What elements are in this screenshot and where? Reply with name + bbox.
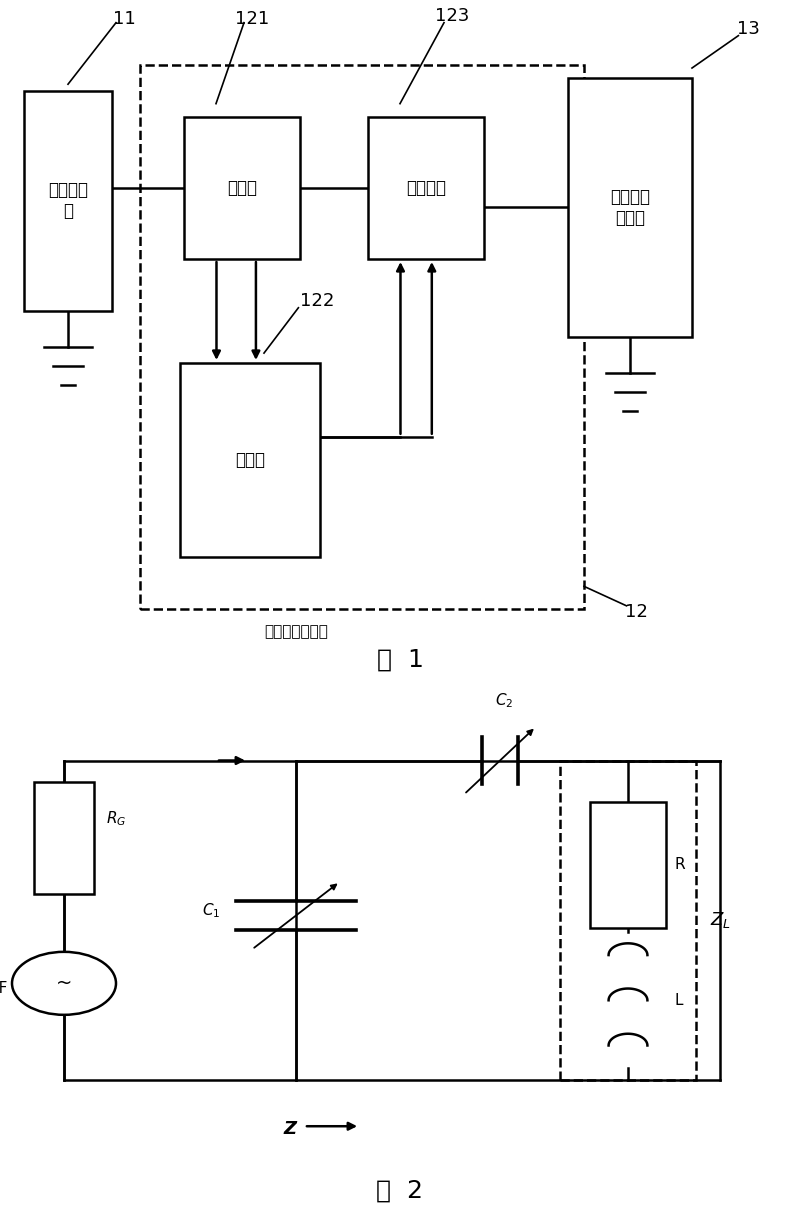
Text: RF: RF	[0, 981, 8, 995]
Bar	[368, 116, 484, 259]
Text: 图  2: 图 2	[377, 1178, 423, 1203]
Bar	[24, 91, 112, 311]
Text: 121: 121	[235, 11, 269, 28]
Bar	[34, 782, 94, 894]
Bar	[184, 116, 300, 259]
Text: $C_1$: $C_1$	[202, 901, 220, 920]
Circle shape	[12, 952, 116, 1015]
Text: 12: 12	[625, 603, 647, 621]
Text: ~: ~	[56, 974, 72, 993]
Text: 射频发生
器: 射频发生 器	[48, 182, 88, 220]
Bar	[180, 363, 320, 557]
Text: 执行机构: 执行机构	[406, 179, 446, 197]
Bar	[560, 761, 696, 1080]
Text: 123: 123	[435, 7, 469, 25]
Bar	[590, 802, 666, 928]
Text: 图  1: 图 1	[377, 648, 423, 672]
Text: $C_2$: $C_2$	[495, 691, 513, 710]
Text: 等离子体
反应室: 等离子体 反应室	[610, 188, 650, 226]
Bar	[568, 78, 692, 337]
Text: 11: 11	[113, 11, 135, 28]
Text: 传感器: 传感器	[227, 179, 257, 197]
Text: L: L	[674, 993, 683, 1008]
Text: R: R	[674, 857, 685, 872]
Bar	[140, 65, 584, 609]
Text: $R_G$: $R_G$	[106, 809, 126, 828]
Text: 13: 13	[737, 21, 759, 39]
Text: $Z_L$: $Z_L$	[710, 911, 731, 930]
Text: 控制器: 控制器	[235, 450, 265, 469]
Text: 122: 122	[300, 292, 334, 310]
Text: Z: Z	[283, 1120, 296, 1137]
Text: 自动阻抗匹配器: 自动阻抗匹配器	[264, 624, 328, 639]
